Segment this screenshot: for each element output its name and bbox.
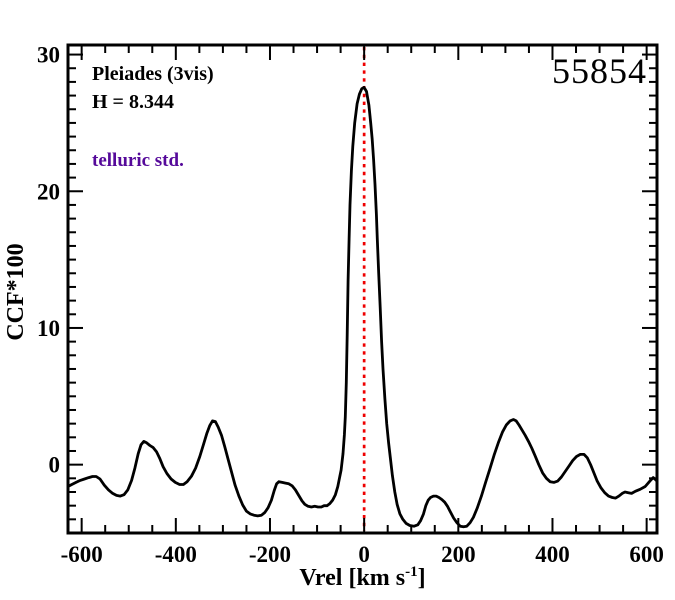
x-axis-label-prefix: Vrel [km s bbox=[299, 565, 406, 591]
h-magnitude-label: H = 8.344 bbox=[92, 91, 174, 113]
y-tick-label: 20 bbox=[37, 179, 60, 204]
x-tick-label: 0 bbox=[358, 542, 370, 567]
x-tick-label: 400 bbox=[535, 542, 570, 567]
x-tick-label: -400 bbox=[155, 542, 197, 567]
plot-frame bbox=[66, 43, 659, 535]
y-tick-label: 30 bbox=[37, 43, 60, 68]
x-axis-label: Vrel [km s-1] bbox=[68, 564, 657, 591]
x-tick-label: -200 bbox=[249, 542, 291, 567]
x-axis-label-exponent: -1 bbox=[405, 564, 418, 580]
x-axis-label-suffix: ] bbox=[417, 565, 426, 591]
telluric-std-label: telluric std. bbox=[92, 150, 184, 171]
x-tick-label: 200 bbox=[441, 542, 476, 567]
x-tick-label: -600 bbox=[61, 542, 103, 567]
y-tick-label: 10 bbox=[37, 316, 60, 341]
cluster-label: Pleiades (3vis) bbox=[92, 63, 214, 85]
y-axis-label: CCF*100 bbox=[2, 243, 29, 341]
star-id-label: 55854 bbox=[552, 51, 647, 91]
x-tick-label: 600 bbox=[629, 542, 664, 567]
ccf-curve bbox=[68, 86, 657, 529]
y-tick-label: 0 bbox=[49, 453, 61, 478]
